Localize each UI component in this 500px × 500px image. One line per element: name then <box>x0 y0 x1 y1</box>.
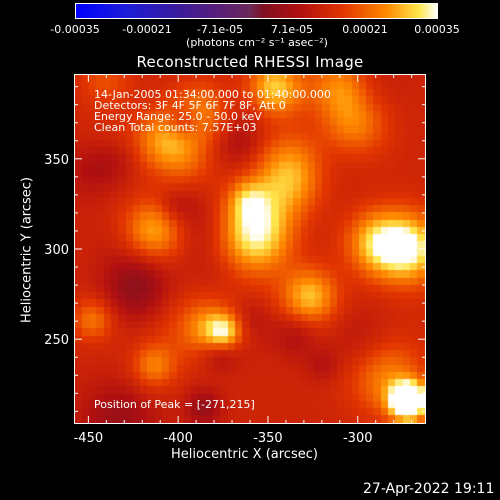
y-tick-label: 300 <box>44 243 69 258</box>
colorbar-tick-label: -7.1e-05 <box>196 23 244 36</box>
y-tick-label: 250 <box>44 333 69 348</box>
x-axis-label: Heliocentric X (arcsec) <box>171 447 318 462</box>
x-tick-label: -350 <box>253 431 283 446</box>
x-tick-label: -400 <box>163 431 193 446</box>
annotation-clean: Clean Total counts: 7.57E+03 <box>94 121 257 134</box>
chart-title: Reconstructed RHESSI Image <box>136 53 364 71</box>
footer-date: 27-Apr-2022 19:11 <box>363 481 495 497</box>
colorbar-tick-label: -0.00021 <box>122 23 172 36</box>
colorbar <box>75 3 438 19</box>
annotation-peak: Position of Peak = [-271,215] <box>94 398 255 411</box>
colorbar-units: (photons cm⁻² s⁻¹ asec⁻²) <box>186 36 328 49</box>
annotation-detectors: Detectors: 3F 4F 5F 6F 7F 8F, Att 0 <box>94 99 286 112</box>
colorbar-tick-label: -0.00035 <box>50 23 100 36</box>
colorbar-tick-label: 0.00021 <box>342 23 388 36</box>
x-tick-label: -450 <box>74 431 104 446</box>
x-tick-label: -300 <box>343 431 373 446</box>
colorbar-tick-label: 0.00035 <box>414 23 460 36</box>
heatmap-image <box>75 75 425 423</box>
annotation-time: 14-Jan-2005 01:34:00.000 to 01:40:00.000 <box>94 88 331 101</box>
y-tick-label: 350 <box>44 153 69 168</box>
annotation-energy: Energy Range: 25.0 - 50.0 keV <box>94 110 262 123</box>
y-axis-label: Heliocentric Y (arcsec) <box>19 177 35 323</box>
colorbar-tick-label: 7.1e-05 <box>270 23 314 36</box>
